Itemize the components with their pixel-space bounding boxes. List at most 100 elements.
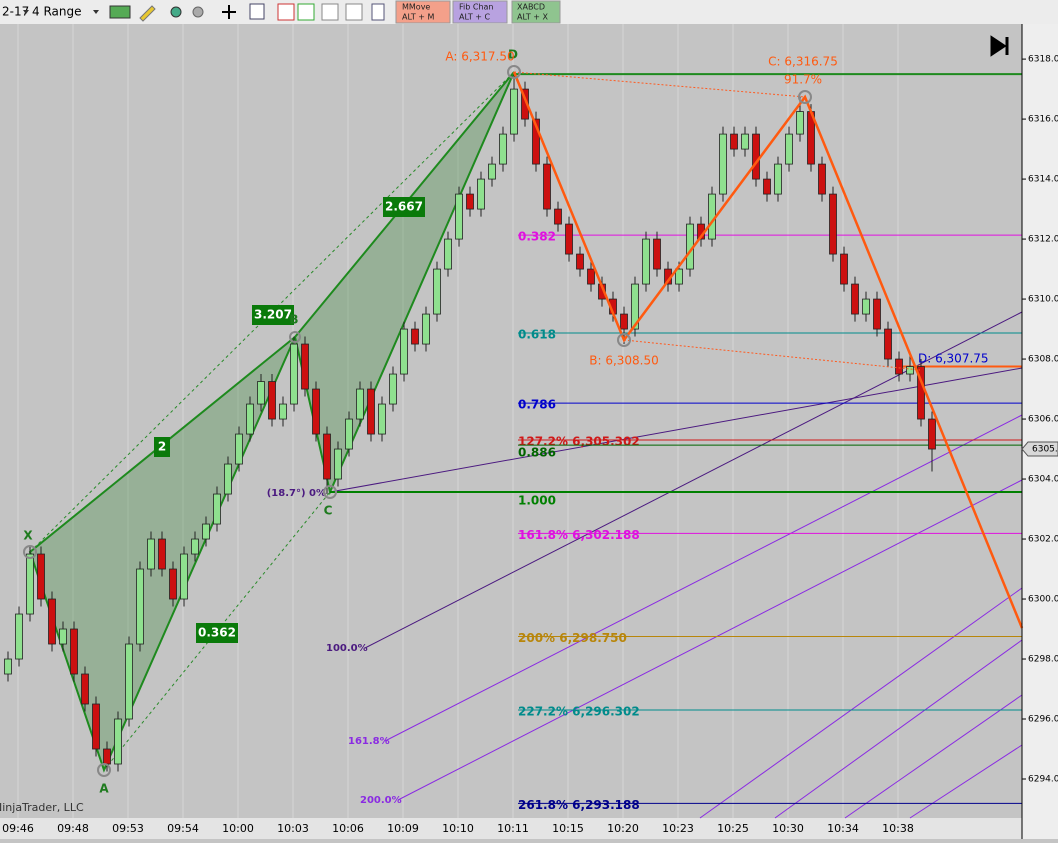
candle-body xyxy=(246,403,254,435)
period[interactable]: 4 Range xyxy=(32,5,81,19)
y-tick-label: 6314.0 xyxy=(1028,175,1058,185)
candle-body xyxy=(279,403,287,420)
y-axis: 6294.0 6296.0 6298.0 6300.0 6302.0 6304.0 6306… xyxy=(1021,24,1058,839)
mmove-button[interactable] xyxy=(395,0,451,24)
candle-body xyxy=(422,313,430,345)
x-tick-label: 10:10 xyxy=(442,822,474,835)
y-tick-label: 6300.0 xyxy=(1028,595,1058,605)
xabcd-button[interactable] xyxy=(511,0,561,24)
x-tick-label: 09:53 xyxy=(112,822,144,835)
candle-body xyxy=(928,418,936,450)
candle-body xyxy=(917,366,925,420)
toolbar-icons[interactable] xyxy=(109,3,385,22)
candle-body xyxy=(290,343,298,405)
time-axis xyxy=(0,818,1022,839)
button-label[interactable]: Fib Chan xyxy=(459,3,494,12)
candle-body xyxy=(510,88,518,135)
x-tick-label: 09:48 xyxy=(57,822,89,835)
point-label: X xyxy=(23,529,33,543)
x-tick-label: 10:30 xyxy=(772,822,804,835)
candle-body xyxy=(59,628,67,645)
candle-body xyxy=(466,193,474,210)
candle-body xyxy=(103,748,111,765)
button-label[interactable]: MMove xyxy=(402,3,430,12)
fib-level-label: 0.618 xyxy=(518,327,556,341)
y-tick-label: 6298.0 xyxy=(1028,655,1058,665)
candle-body xyxy=(37,553,45,600)
abcd-label: A: 6,317.50 xyxy=(445,50,514,64)
abcd-pattern xyxy=(23,65,1024,777)
candle-body xyxy=(873,298,881,330)
candle-body xyxy=(763,178,771,195)
candle-body xyxy=(125,643,133,720)
x-tick-label: 10:09 xyxy=(387,822,419,835)
candle-body xyxy=(235,433,243,465)
y-tick-label: 6296.0 xyxy=(1028,715,1058,725)
time-grid xyxy=(17,24,899,818)
ratio-label: 2.667 xyxy=(385,200,423,214)
candle-body xyxy=(400,328,408,375)
x-tick-label: 10:15 xyxy=(552,822,584,835)
fib-level-label: 1.000 xyxy=(518,493,556,507)
candle-body xyxy=(444,238,452,270)
candle-body xyxy=(257,381,265,405)
price-axis xyxy=(1022,24,1058,839)
button-shortcut[interactable]: ALT + C xyxy=(459,13,491,22)
candle-body xyxy=(895,358,903,375)
candle-body xyxy=(829,193,837,255)
candle-body xyxy=(477,178,485,210)
candle-body xyxy=(455,193,463,240)
candle-body xyxy=(752,133,760,180)
candle-body xyxy=(169,568,177,600)
ratio-label: 3.207 xyxy=(254,308,292,322)
candle-body xyxy=(180,553,188,600)
fib-level-label: 227.2% 6,296.302 xyxy=(518,704,640,718)
y-tick-label: 6318.0 xyxy=(1028,55,1058,65)
candle-body xyxy=(565,223,573,255)
x-tick-label: 09:46 xyxy=(2,822,34,835)
x-tick-label: 09:54 xyxy=(167,822,199,835)
candle-body xyxy=(202,523,210,540)
candle-body xyxy=(213,493,221,525)
candle-body xyxy=(158,538,166,570)
channel-label: 200.0% xyxy=(360,795,402,806)
angle-label: (18.7°) 0% xyxy=(267,488,326,499)
abcd-label: B: 6,308.50 xyxy=(589,354,659,368)
y-tick-label: 6304.0 xyxy=(1028,475,1058,485)
fibchan-button[interactable] xyxy=(452,0,508,24)
candle-body xyxy=(92,703,100,750)
button-label[interactable]: XABCD xyxy=(517,3,545,12)
candle-body xyxy=(730,133,738,150)
ratio-boxes xyxy=(154,197,425,643)
fib-level-label: 261.8% 6,293.188 xyxy=(518,798,640,812)
point-label: A xyxy=(99,782,109,796)
abcd-label: C: 6,316.75 xyxy=(768,55,838,69)
button-shortcut[interactable]: ALT + M xyxy=(402,13,435,22)
button-shortcut[interactable]: ALT + X xyxy=(517,13,549,22)
candle-body xyxy=(675,268,683,285)
fib-level-label: 161.8% 6,302.188 xyxy=(518,528,640,542)
ratio-label: 2 xyxy=(158,440,166,454)
candle-body xyxy=(378,403,386,435)
fib-level-label: 0.382 xyxy=(518,230,556,244)
channel-label: 100.0% xyxy=(326,643,368,654)
x-tick-label: 10:20 xyxy=(607,822,639,835)
candle-body xyxy=(26,553,34,615)
candle-body xyxy=(785,133,793,165)
y-tick-label: 6308.0 xyxy=(1028,355,1058,365)
candle-body xyxy=(642,238,650,285)
candle-body xyxy=(862,298,870,315)
candle-body xyxy=(15,613,23,660)
x-tick-label: 10:23 xyxy=(662,822,694,835)
fib-level-label: 0.786 xyxy=(518,398,556,412)
x-tick-label: 10:06 xyxy=(332,822,364,835)
candle-body xyxy=(906,366,914,375)
candle-body xyxy=(554,208,562,225)
scroll-end[interactable] xyxy=(990,35,1009,57)
x-axis: 09:46 09:48 09:53 09:54 10:00 10:03 10:06 10:09… xyxy=(2,822,914,835)
y-tick-label: 6312.0 xyxy=(1028,235,1058,245)
instrument[interactable]: 2-17 xyxy=(2,5,29,19)
candle-body xyxy=(224,463,232,495)
candle-body xyxy=(576,253,584,270)
